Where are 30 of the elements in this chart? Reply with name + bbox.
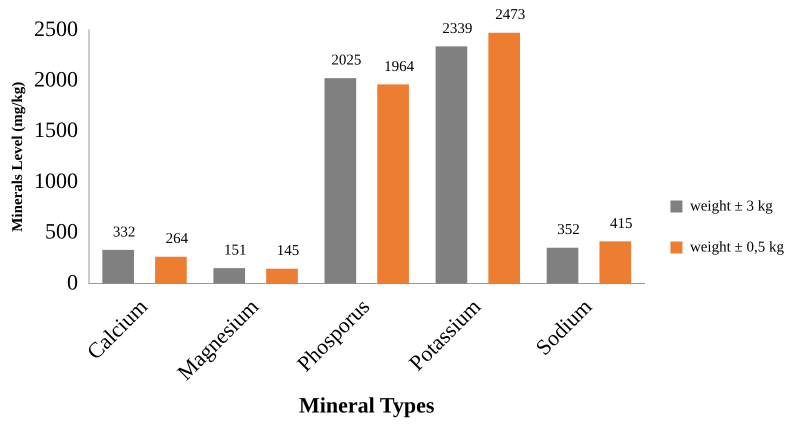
x-axis-title: Mineral Types (298, 392, 435, 418)
y-tick-label: 1500 (34, 117, 78, 142)
y-tick-label: 500 (45, 218, 78, 244)
bar (599, 241, 632, 284)
y-tick-label: 1000 (34, 168, 78, 193)
bar (102, 250, 134, 284)
bar (377, 84, 409, 284)
bar (436, 46, 468, 284)
data-label: 2025 (331, 52, 362, 69)
y-tick-label: 2500 (34, 16, 78, 41)
bar (213, 268, 246, 284)
data-label: 264 (166, 231, 189, 248)
y-tick-label: 2000 (34, 66, 78, 92)
bar (546, 248, 578, 284)
bar (155, 256, 187, 284)
bar (266, 268, 298, 284)
data-label: 145 (276, 243, 300, 260)
data-label: 332 (112, 224, 136, 240)
legend-label: weight ± 0,5 kg (690, 239, 784, 256)
data-label: 1964 (384, 58, 415, 75)
data-label: 415 (610, 216, 633, 232)
data-label: 2339 (442, 20, 472, 37)
data-label: 2473 (495, 7, 526, 24)
y-tick-label: 0 (67, 269, 78, 294)
data-label: 352 (557, 222, 580, 238)
bar (324, 78, 356, 284)
bar (488, 32, 520, 284)
legend-label: weight ± 3 kg (690, 198, 774, 214)
y-axis-title: Minerals Level (mg/kg) (10, 82, 26, 232)
data-label: 151 (224, 242, 246, 259)
